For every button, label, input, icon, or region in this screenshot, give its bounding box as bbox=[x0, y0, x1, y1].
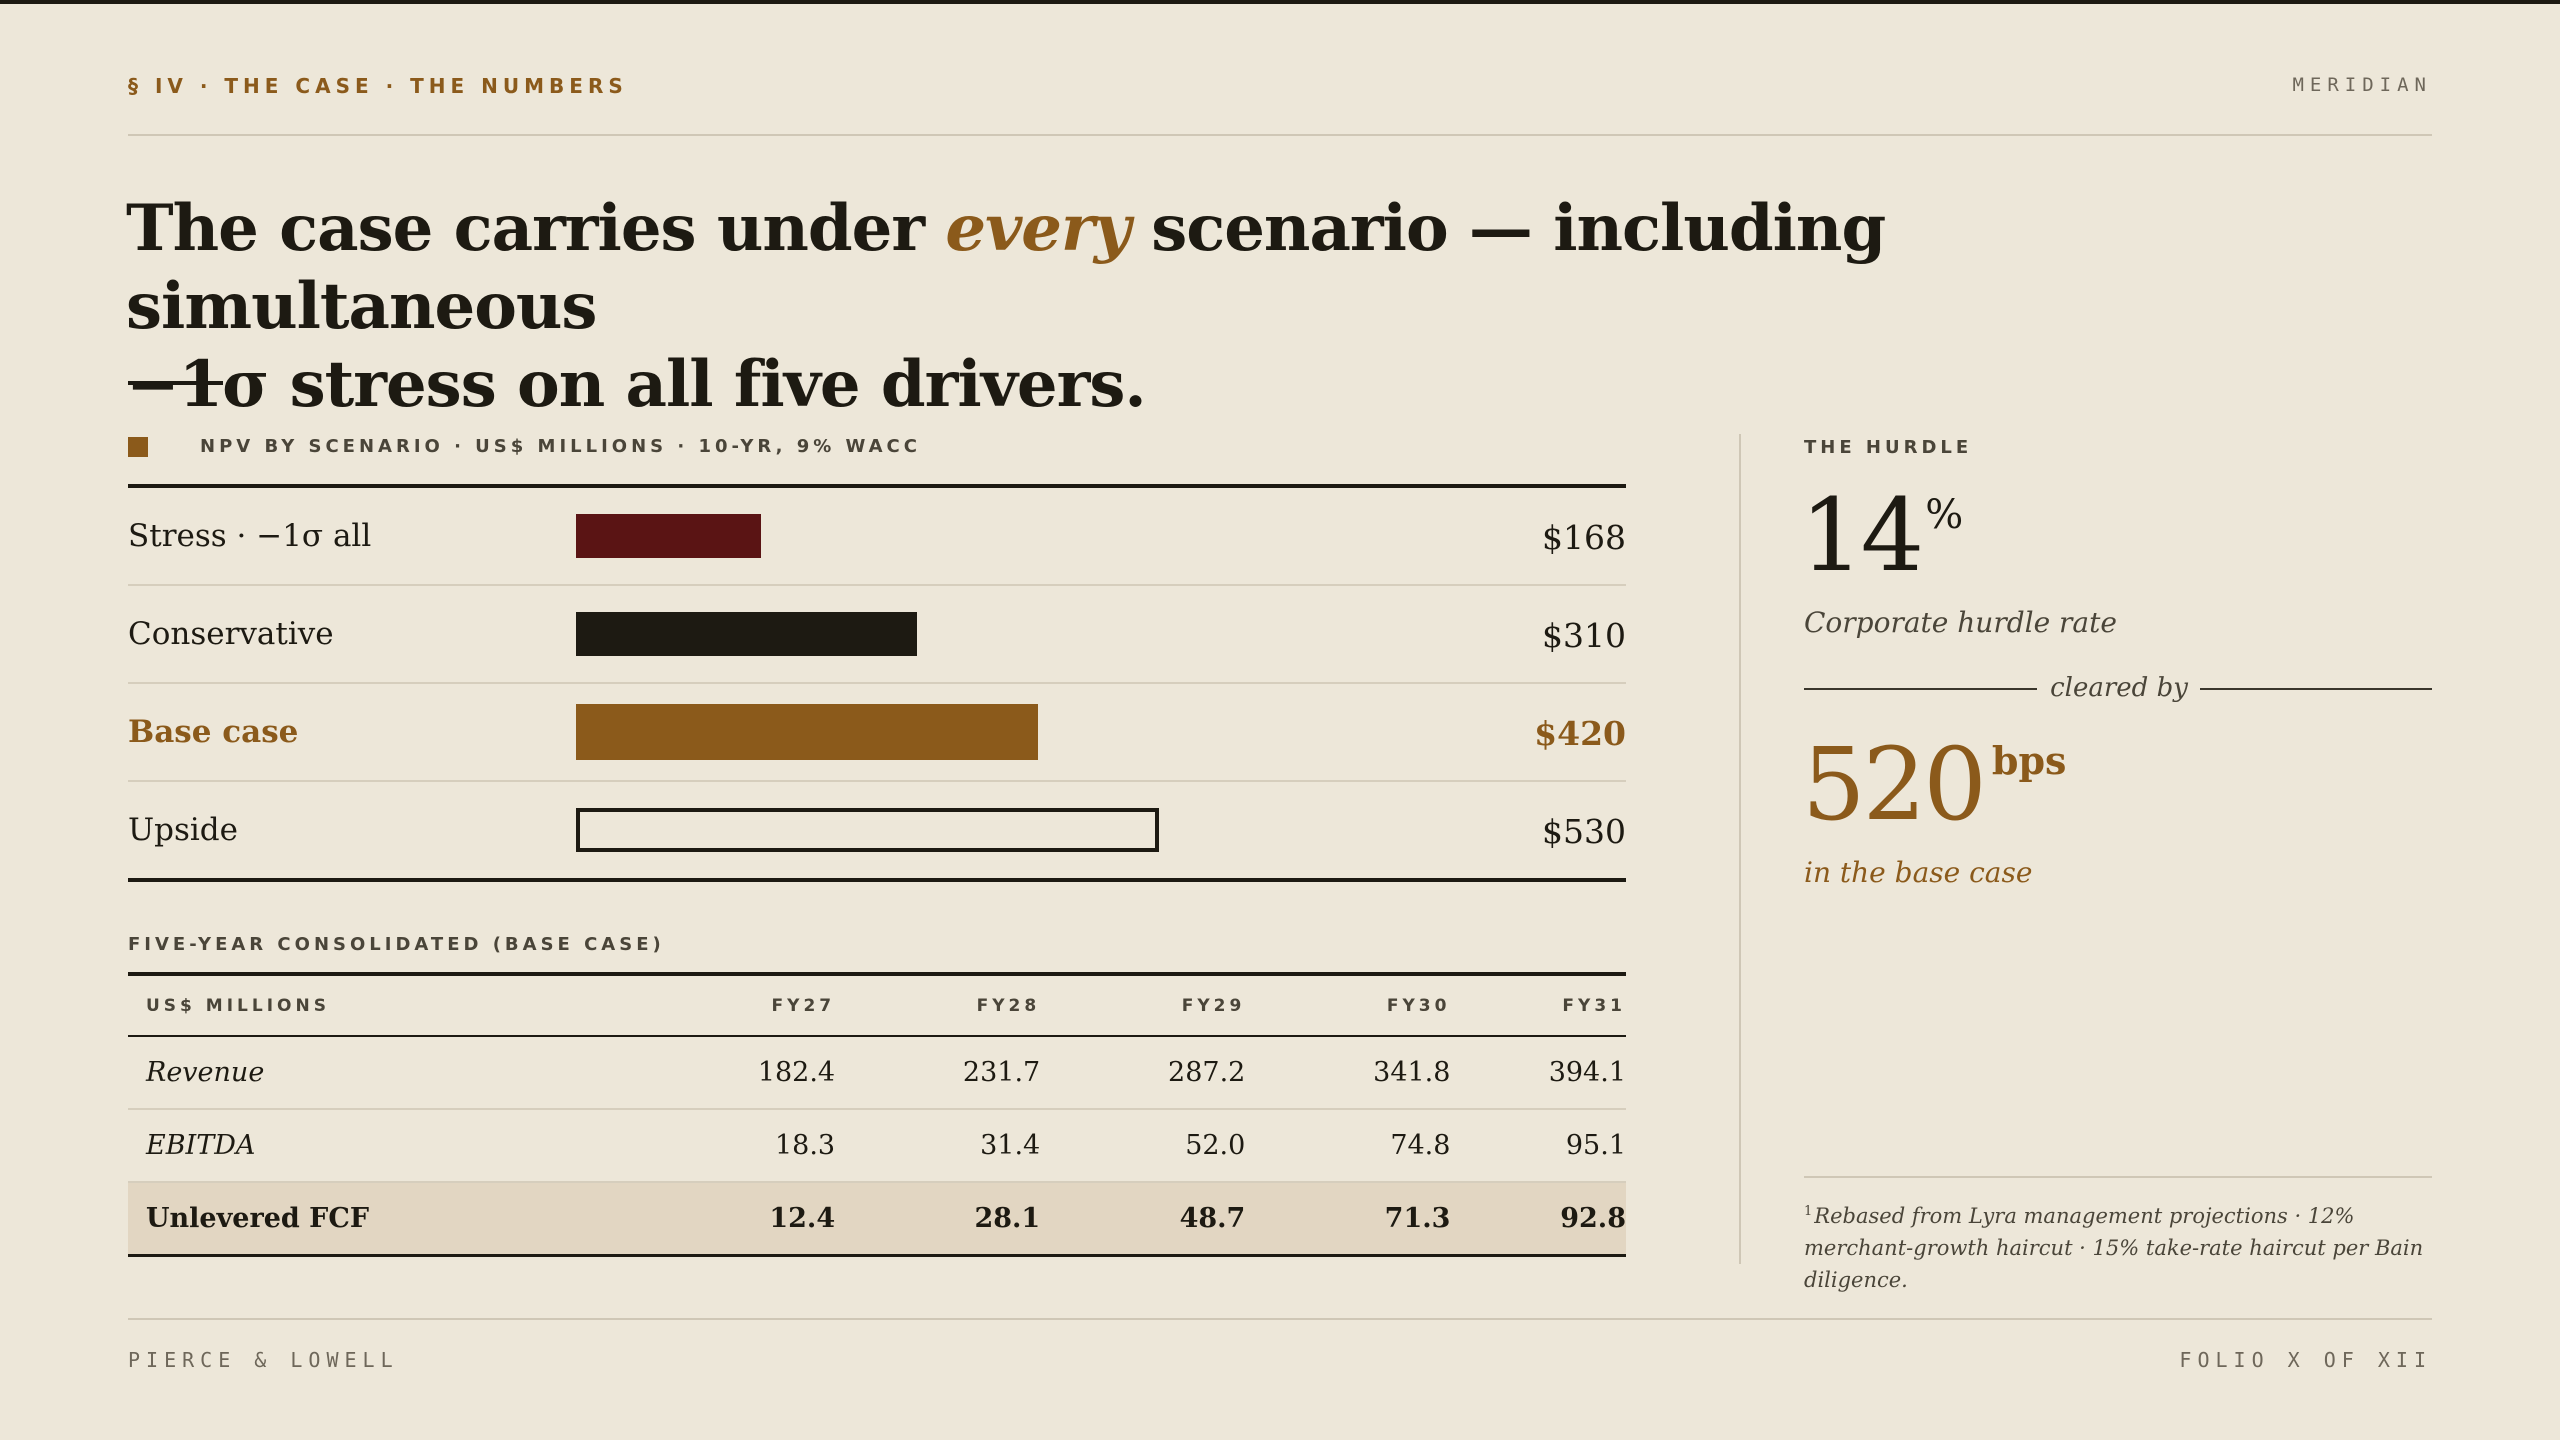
column-header: FY29 bbox=[1078, 972, 1284, 1037]
table-cell: 31.4 bbox=[873, 1109, 1079, 1183]
column-header: FY28 bbox=[873, 972, 1079, 1037]
chart-bottom-rule bbox=[128, 878, 1626, 882]
table-cell: 71.3 bbox=[1283, 1182, 1489, 1257]
table-cell: 52.0 bbox=[1078, 1109, 1284, 1183]
table-title: FIVE-YEAR CONSOLIDATED (BASE CASE) bbox=[128, 934, 665, 955]
footnote-mark: 1 bbox=[1804, 1204, 1813, 1219]
npv-bar-chart: Stress · −1σ all $168 Conservative $310 Base… bbox=[128, 484, 1626, 882]
table-row-ebitda: EBITDA 18.3 31.4 52.0 74.8 95.1 bbox=[128, 1109, 1626, 1183]
table-cell: 12.4 bbox=[668, 1182, 874, 1257]
table-cell: 95.1 bbox=[1488, 1109, 1626, 1183]
bar-label: Base case bbox=[128, 714, 299, 750]
title-part-1: The case carries under bbox=[126, 191, 946, 266]
bar-value-label: $168 bbox=[1542, 518, 1626, 557]
footnote-divider bbox=[1804, 1176, 2432, 1178]
hurdle-label: THE HURDLE bbox=[1804, 437, 1973, 458]
bar bbox=[576, 808, 1159, 852]
chart-row: Stress · −1σ all $168 bbox=[128, 488, 1626, 586]
row-label: Revenue bbox=[128, 1036, 668, 1110]
title-underline bbox=[128, 381, 223, 385]
column-header: US$ MILLIONS bbox=[128, 972, 668, 1037]
bar-label: Conservative bbox=[128, 616, 334, 652]
column-header: FY31 bbox=[1488, 972, 1626, 1037]
title-part-2: scenario — including simultaneous bbox=[126, 191, 1886, 344]
chart-row: Upside $530 bbox=[128, 782, 1626, 880]
row-label: EBITDA bbox=[128, 1109, 668, 1183]
footer-firm: PIERCE & LOWELL bbox=[128, 1348, 399, 1372]
chart-row: Conservative $310 bbox=[128, 586, 1626, 684]
chart-key-square bbox=[128, 437, 148, 457]
table-cell: 182.4 bbox=[668, 1036, 874, 1110]
bar-value-label: $420 bbox=[1534, 714, 1626, 753]
title-emphasis: every bbox=[945, 191, 1131, 266]
row-separator bbox=[128, 682, 1626, 684]
title-line-2: −1σ stress on all five drivers. bbox=[126, 347, 1147, 422]
table-header-row: US$ MILLIONS FY27 FY28 FY29 FY30 FY31 bbox=[128, 972, 1626, 1037]
cleared-rule-right bbox=[2200, 688, 2432, 690]
row-separator bbox=[128, 780, 1626, 782]
hurdle-margin-value: 520 bbox=[1802, 726, 1987, 843]
table-cell: 28.1 bbox=[873, 1182, 1079, 1257]
row-separator bbox=[128, 584, 1626, 586]
table-row-fcf: Unlevered FCF 12.4 28.1 48.7 71.3 92.8 bbox=[128, 1182, 1626, 1257]
bar-label: Upside bbox=[128, 812, 238, 848]
page-title: The case carries under every scenario — … bbox=[126, 190, 2226, 424]
table-cell: 18.3 bbox=[668, 1109, 874, 1183]
table-row-revenue: Revenue 182.4 231.7 287.2 341.8 394.1 bbox=[128, 1036, 1626, 1110]
chart-row: Base case $420 bbox=[128, 684, 1626, 782]
brand-mark: MERIDIAN bbox=[2292, 74, 2432, 96]
table-cell: 341.8 bbox=[1283, 1036, 1489, 1110]
bar-value-label: $310 bbox=[1542, 616, 1626, 655]
top-border bbox=[0, 0, 2560, 4]
consolidated-table: US$ MILLIONS FY27 FY28 FY29 FY30 FY31 Re… bbox=[128, 972, 1626, 1257]
hurdle-margin-unit: bps bbox=[1991, 738, 2067, 783]
hurdle-margin: 520 bps bbox=[1802, 735, 2066, 856]
table-cell: 231.7 bbox=[873, 1036, 1079, 1110]
footer-folio: FOLIO X OF XII bbox=[2179, 1348, 2432, 1372]
header-divider bbox=[128, 134, 2432, 136]
table-cell: 48.7 bbox=[1078, 1182, 1284, 1257]
panel-divider bbox=[1739, 434, 1741, 1264]
margin-caption: in the base case bbox=[1804, 856, 2033, 889]
cleared-by-label: cleared by bbox=[2050, 673, 2188, 703]
hurdle-rate-value: 14 bbox=[1800, 477, 1924, 594]
footnote: 1Rebased from Lyra management projection… bbox=[1804, 1200, 2432, 1296]
bar-value-label: $530 bbox=[1542, 812, 1626, 851]
table-cell: 92.8 bbox=[1488, 1182, 1626, 1257]
section-eyebrow: § IV · THE CASE · THE NUMBERS bbox=[128, 74, 628, 98]
hurdle-caption: Corporate hurdle rate bbox=[1804, 606, 2117, 639]
bar bbox=[576, 704, 1038, 760]
table-cell: 287.2 bbox=[1078, 1036, 1284, 1110]
row-label: Unlevered FCF bbox=[128, 1182, 668, 1257]
column-header: FY30 bbox=[1283, 972, 1489, 1037]
cleared-rule-left bbox=[1804, 688, 2037, 690]
column-header: FY27 bbox=[668, 972, 874, 1037]
hurdle-rate-unit: % bbox=[1925, 492, 1964, 538]
hurdle-rate: 14% bbox=[1800, 486, 1963, 607]
bar-label: Stress · −1σ all bbox=[128, 518, 372, 554]
footnote-text: Rebased from Lyra management projections… bbox=[1804, 1204, 2424, 1292]
bar bbox=[576, 514, 761, 558]
footer-divider bbox=[128, 1318, 2432, 1320]
table-cell: 74.8 bbox=[1283, 1109, 1489, 1183]
bar bbox=[576, 612, 917, 656]
chart-title: NPV BY SCENARIO · US$ MILLIONS · 10-YR, … bbox=[200, 436, 921, 457]
table-cell: 394.1 bbox=[1488, 1036, 1626, 1110]
chart-top-rule bbox=[128, 484, 1626, 488]
